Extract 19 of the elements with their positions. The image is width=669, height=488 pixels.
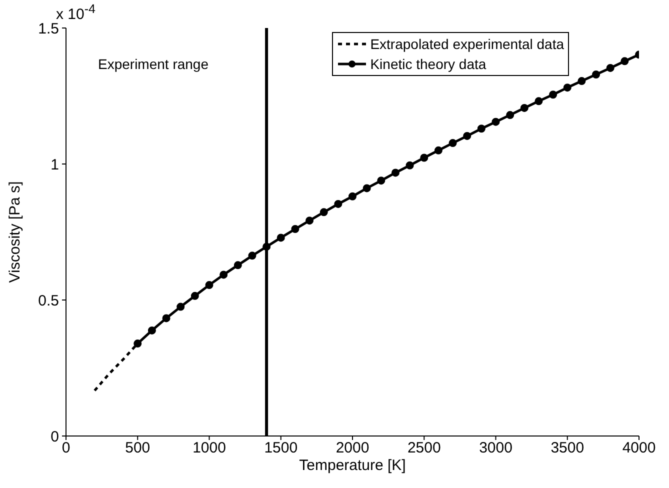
y-tick-label: 1.5 <box>38 20 59 38</box>
x-tick-label: 0 <box>62 440 70 457</box>
x-tick-label: 1500 <box>264 440 298 457</box>
x-tick-label: 3000 <box>479 440 512 457</box>
y-tick-label: 0.5 <box>38 292 59 310</box>
y-tick-label: 0 <box>50 428 59 446</box>
y-tick-label: 1 <box>50 156 59 174</box>
annotation: Experiment range <box>98 56 209 72</box>
y-axis-title: Viscosity [Pa s] <box>6 181 24 283</box>
legend-label: Extrapolated experimental data <box>370 35 564 54</box>
x-tick-label: 2500 <box>407 440 441 457</box>
x-tick-label: 2000 <box>336 440 370 457</box>
text: x 10$^{-4}$ <box>56 2 96 23</box>
x-tick-label: 500 <box>125 440 150 457</box>
x-tick-label: 3500 <box>550 440 584 457</box>
x-tick-label: 1000 <box>192 440 226 457</box>
x-axis-title: Temperature [K] <box>299 457 406 474</box>
x-tick-label: 4000 <box>622 440 656 457</box>
legend-label: Kinetic theory data <box>370 55 486 74</box>
